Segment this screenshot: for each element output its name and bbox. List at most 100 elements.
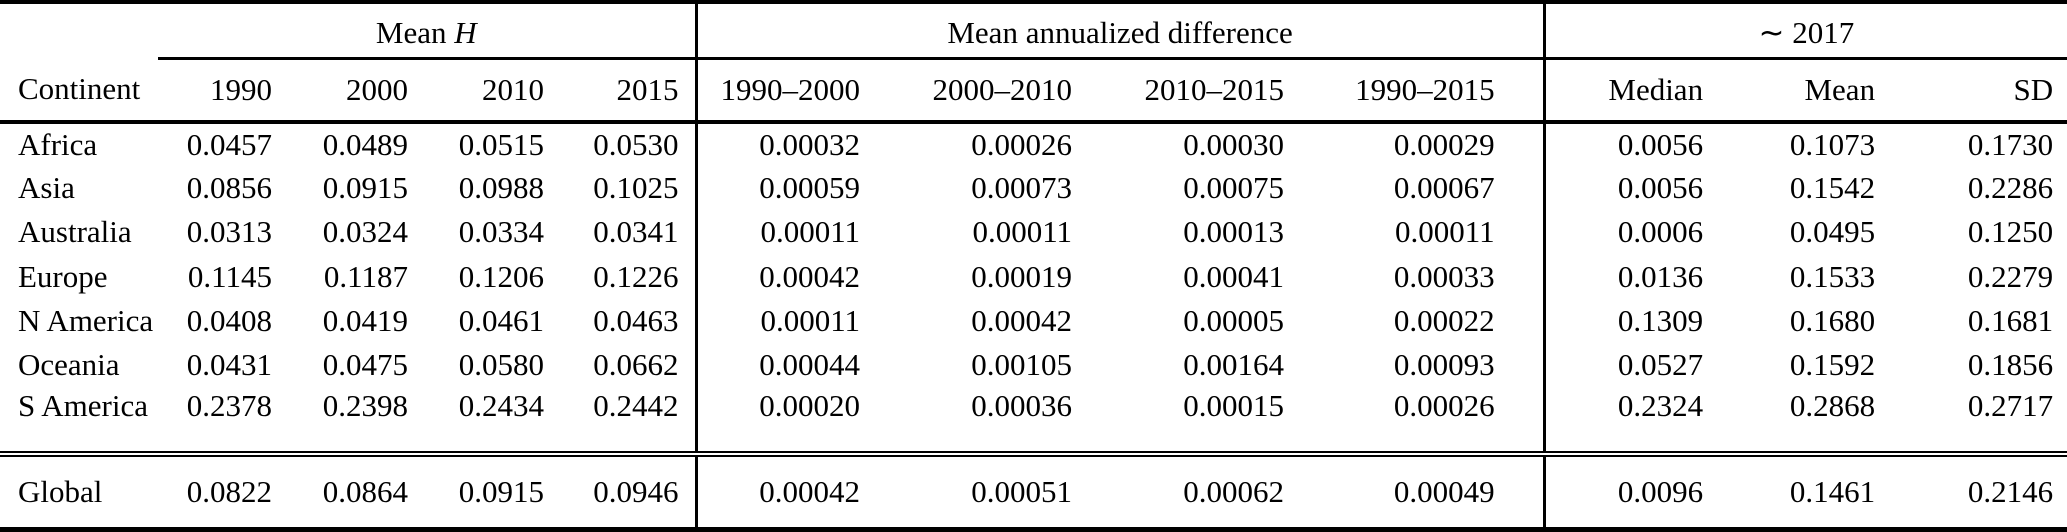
- cell: 0.00026: [971, 127, 1073, 163]
- col-header-2000-2010: 2000–2010: [908, 58, 1121, 124]
- cell: 0.1250: [1967, 214, 2054, 250]
- global-row: Global 0.0822 0.0864 0.0915 0.0946 0.00042 0.0…: [0, 450, 2067, 532]
- col-header-continent: Continent: [0, 58, 158, 124]
- cell: 0.00022: [1332, 298, 1546, 343]
- cell: 0.2146: [1889, 450, 2067, 532]
- cell: 0.1226: [560, 254, 698, 299]
- table-footer: Global 0.0822 0.0864 0.0915 0.0946 0.00042 0.0…: [0, 450, 2067, 532]
- cell: 0.1542: [1789, 170, 1876, 206]
- table-row: Australia 0.0313 0.0324 0.0334 0.0341 0.00011…: [0, 210, 2067, 255]
- cell: 0.0856: [186, 170, 272, 206]
- column-header-row: Continent 1990 2000 2010 2015 1990–2000 …: [0, 58, 2067, 124]
- cell: 0.2324: [1617, 388, 1704, 424]
- group-header-mean-h: Mean H: [158, 0, 698, 60]
- cell: 0.2434: [458, 388, 544, 424]
- cell: 0.0334: [458, 214, 544, 250]
- cell: 0.0461: [458, 302, 544, 338]
- corner-cell: [0, 0, 158, 58]
- cell: 0.0006: [1617, 214, 1704, 250]
- cell: 0.0495: [1789, 214, 1876, 250]
- cell: 0.1025: [560, 166, 698, 211]
- col-header-1990-2000: 1990–2000: [696, 58, 909, 124]
- cell: 0.00036: [971, 388, 1073, 424]
- cell: 0.00075: [1183, 170, 1285, 206]
- col-header-2010-2015: 2010–2015: [1120, 58, 1333, 124]
- cell: 0.0431: [186, 347, 272, 383]
- col-header-1990-2015: 1990–2015: [1332, 58, 1546, 124]
- cell: 0.2286: [1967, 170, 2054, 206]
- col-header-2000: 2000: [288, 58, 424, 124]
- cell: 0.00030: [1183, 127, 1285, 163]
- cell: 0.0324: [322, 214, 408, 250]
- col-header-2015: 2015: [560, 58, 698, 124]
- row-label: Australia: [18, 214, 132, 250]
- tilde-symbol: ∼: [1758, 14, 1785, 51]
- table-row: Europe 0.1145 0.1187 0.1206 0.1226 0.00042 0.0…: [0, 254, 2067, 299]
- cell: 0.00105: [971, 347, 1073, 383]
- cell: 0.00044: [759, 347, 861, 383]
- cell: 0.1187: [323, 258, 408, 294]
- cell: 0.00164: [1183, 347, 1285, 383]
- cell: 0.00019: [971, 258, 1073, 294]
- cell: 0.00026: [1332, 387, 1546, 454]
- cell: 0.00013: [1183, 214, 1285, 250]
- row-label: Africa: [18, 127, 98, 163]
- row-label: Oceania: [18, 347, 120, 383]
- table-row: Oceania 0.0431 0.0475 0.0580 0.0662 0.00044 0.…: [0, 342, 2067, 388]
- cell: 0.1533: [1789, 258, 1876, 294]
- cell: 0.1073: [1789, 127, 1876, 163]
- cell: 0.0915: [322, 170, 408, 206]
- cell: 0.0864: [288, 450, 424, 532]
- cell: 0.1309: [1617, 302, 1704, 338]
- table-row: N America 0.0408 0.0419 0.0461 0.0463 0.00011…: [0, 298, 2067, 343]
- group-header-mean-h-label: Mean: [375, 14, 447, 50]
- cell: 0.2378: [186, 388, 272, 424]
- cell: 0.2868: [1789, 388, 1876, 424]
- cell: 0.00042: [759, 258, 861, 294]
- cell: 0.0988: [458, 170, 544, 206]
- table-row: S America 0.2378 0.2398 0.2434 0.2442 0.00020…: [0, 387, 2067, 454]
- cell: 0.00020: [759, 388, 861, 424]
- cell: 0.1461: [1717, 450, 1890, 532]
- table-row: Africa 0.0457 0.0489 0.0515 0.0530 0.00032 0.0…: [0, 122, 2067, 167]
- cell: 0.1145: [187, 258, 272, 294]
- cell: 0.0136: [1617, 258, 1704, 294]
- cell: 0.00041: [1183, 258, 1285, 294]
- cell: 0.0419: [322, 302, 408, 338]
- cell: 0.2442: [560, 387, 698, 454]
- cell: 0.2279: [1967, 258, 2054, 294]
- cell: 0.1206: [458, 258, 544, 294]
- cell: 0.0527: [1617, 347, 1704, 383]
- cell: 0.00015: [1183, 388, 1285, 424]
- cell: 0.00062: [1120, 450, 1333, 532]
- col-header-2010: 2010: [424, 58, 560, 124]
- table-row: Asia 0.0856 0.0915 0.0988 0.1025 0.00059 0.000…: [0, 166, 2067, 211]
- cell: 0.00005: [1183, 302, 1285, 338]
- cell: 0.0662: [560, 342, 698, 388]
- cell: 0.00067: [1332, 166, 1546, 211]
- cell: 0.1680: [1789, 302, 1876, 338]
- cell: 0.00049: [1332, 450, 1546, 532]
- group-header-2017: ∼ 2017: [1544, 0, 2067, 60]
- cell: 0.0056: [1617, 127, 1704, 163]
- cell: 0.0475: [322, 347, 408, 383]
- cell: 0.0341: [560, 210, 698, 255]
- cell: 0.0457: [186, 127, 272, 163]
- cell: 0.0313: [186, 214, 272, 250]
- cell: 0.0408: [186, 302, 272, 338]
- cell: 0.0530: [560, 122, 698, 167]
- cell: 0.00011: [1332, 210, 1546, 255]
- group-header-2017-label: 2017: [1792, 14, 1855, 50]
- cell: 0.0515: [458, 127, 544, 163]
- cell: 0.1592: [1789, 347, 1876, 383]
- cell: 0.1730: [1967, 127, 2054, 163]
- row-label: S America: [18, 388, 148, 424]
- col-header-mean: Mean: [1717, 58, 1890, 124]
- row-label: N America: [18, 302, 154, 338]
- cell: 0.00033: [1332, 254, 1546, 299]
- col-header-1990: 1990: [158, 58, 288, 124]
- row-label: Europe: [18, 258, 108, 294]
- col-header-sd: SD: [1889, 58, 2067, 124]
- group-header-row: Mean H Mean annualized difference ∼ 2017: [0, 0, 2067, 60]
